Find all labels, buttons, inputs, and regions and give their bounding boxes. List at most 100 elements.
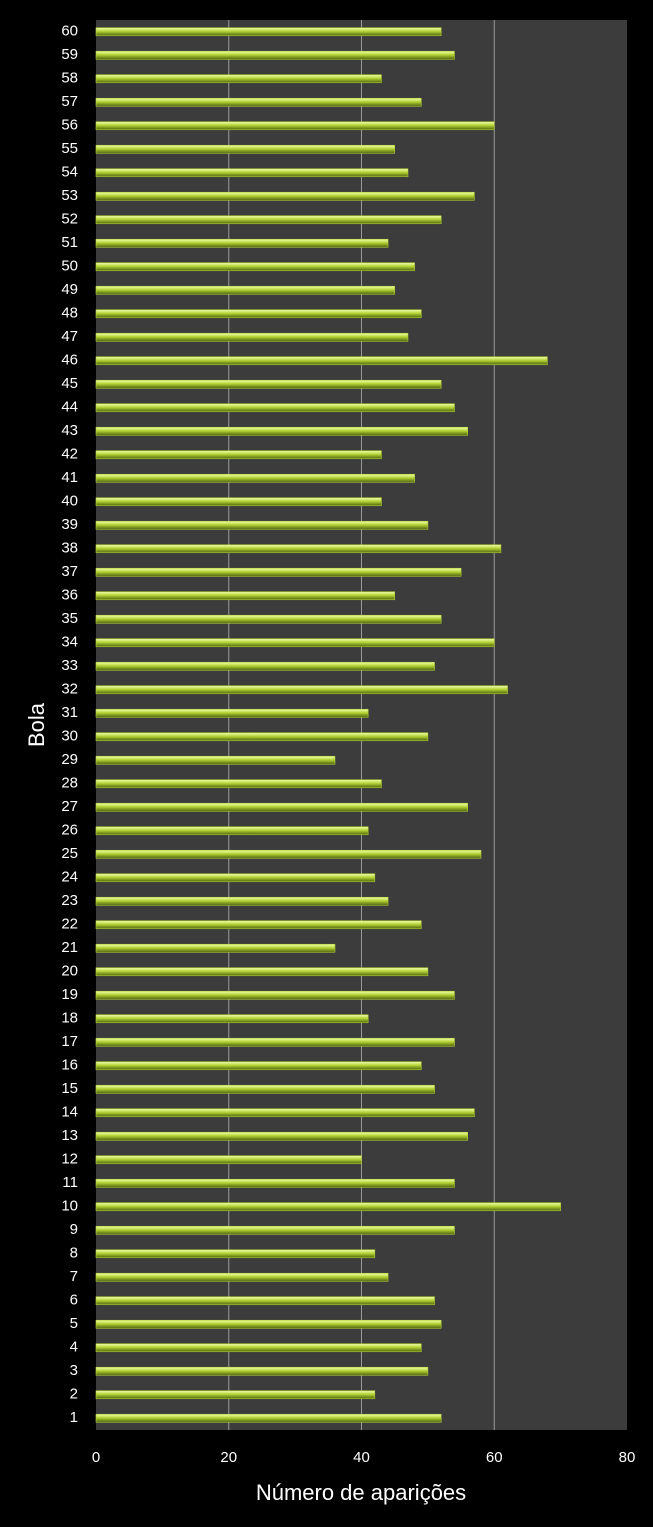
y-tick-label: 20: [61, 963, 78, 980]
bar: [95, 1084, 435, 1094]
bar: [95, 685, 508, 695]
y-tick-label: 11: [62, 1174, 78, 1191]
y-tick-label: 9: [70, 1221, 78, 1238]
y-tick-label: 39: [61, 516, 78, 533]
y-tick-label: 50: [61, 258, 78, 275]
bar: [95, 755, 336, 765]
y-tick-label: 44: [61, 399, 78, 416]
bar: [95, 74, 382, 84]
y-tick-label: 3: [70, 1362, 78, 1379]
bar: [95, 567, 462, 577]
y-tick-label: 18: [61, 1010, 78, 1027]
y-tick-label: 30: [61, 728, 78, 745]
y-tick-label: 16: [61, 1057, 78, 1074]
y-tick-label: 33: [61, 657, 78, 674]
y-tick-label: 1: [70, 1409, 78, 1426]
y-tick-label: 53: [61, 187, 78, 204]
bar: [95, 1272, 389, 1282]
y-tick-label: 38: [61, 540, 78, 557]
y-tick-label: 56: [61, 117, 78, 134]
bar: [95, 967, 429, 977]
x-tick-label: 80: [619, 1449, 636, 1466]
bar: [95, 1366, 429, 1376]
bar: [95, 614, 442, 624]
bar: [95, 285, 395, 295]
y-tick-label: 59: [61, 46, 78, 63]
bar: [95, 802, 469, 812]
bar: [95, 896, 389, 906]
y-tick-label: 14: [61, 1104, 78, 1121]
y-tick-label: 32: [61, 681, 78, 698]
y-tick-label: 48: [61, 305, 78, 322]
y-tick-label: 40: [61, 493, 78, 510]
bar: [95, 1037, 455, 1047]
y-tick-label: 45: [61, 375, 78, 392]
y-tick-label: 57: [61, 93, 78, 110]
y-tick-label: 22: [61, 916, 78, 933]
y-tick-label: 23: [61, 892, 78, 909]
bar: [95, 990, 455, 1000]
bar: [95, 826, 369, 836]
bar: [95, 1296, 435, 1306]
y-tick-label: 8: [70, 1245, 78, 1262]
bar: [95, 426, 469, 436]
y-tick-label: 29: [61, 751, 78, 768]
x-tick-label: 0: [92, 1449, 100, 1466]
bar: [95, 708, 369, 718]
y-tick-label: 21: [61, 939, 78, 956]
bar: [95, 50, 455, 60]
y-tick-label: 5: [70, 1315, 78, 1332]
bar: [95, 1249, 376, 1259]
y-tick-label: 10: [61, 1198, 78, 1215]
y-tick-label: 51: [61, 234, 78, 251]
bar: [95, 332, 409, 342]
y-tick-label: 35: [61, 610, 78, 627]
bar: [95, 121, 495, 131]
bar: [95, 1014, 369, 1024]
x-tick-label: 40: [353, 1449, 370, 1466]
bar: [95, 1108, 475, 1118]
bar: [95, 920, 422, 930]
y-tick-label: 19: [61, 986, 78, 1003]
y-tick-label: 60: [61, 23, 78, 40]
bar: [95, 1343, 422, 1353]
y-tick-label: 4: [70, 1339, 78, 1356]
y-tick-label: 26: [61, 822, 78, 839]
y-tick-label: 37: [61, 563, 78, 580]
bar: [95, 473, 415, 483]
x-tick-label: 60: [486, 1449, 503, 1466]
bar: [95, 1390, 376, 1400]
y-tick-label: 17: [61, 1033, 78, 1050]
bar: [95, 1319, 442, 1329]
bar: [95, 638, 495, 648]
bar: [95, 1413, 442, 1423]
y-tick-label: 2: [70, 1386, 78, 1403]
bar: [95, 379, 442, 389]
bar: [95, 591, 395, 601]
bar: [95, 1178, 455, 1188]
y-tick-label: 34: [61, 634, 78, 651]
y-tick-label: 31: [61, 704, 78, 721]
x-axis-title: Número de aparições: [256, 1480, 466, 1505]
bar: [95, 520, 429, 530]
y-tick-label: 28: [61, 775, 78, 792]
bar: [95, 1155, 362, 1165]
y-tick-label: 6: [70, 1292, 78, 1309]
y-tick-label: 25: [61, 845, 78, 862]
y-tick-label: 54: [61, 164, 78, 181]
bar: [95, 779, 382, 789]
y-tick-label: 27: [61, 798, 78, 815]
bar: [95, 497, 382, 507]
y-tick-label: 12: [61, 1151, 78, 1168]
bar: [95, 873, 376, 883]
bar: [95, 732, 429, 742]
bar: [95, 191, 475, 201]
bar: [95, 168, 409, 178]
bar: [95, 27, 442, 37]
y-tick-label: 46: [61, 352, 78, 369]
bar: [95, 1225, 455, 1235]
bar: [95, 849, 482, 859]
bar: [95, 1202, 561, 1212]
y-tick-label: 43: [61, 422, 78, 439]
